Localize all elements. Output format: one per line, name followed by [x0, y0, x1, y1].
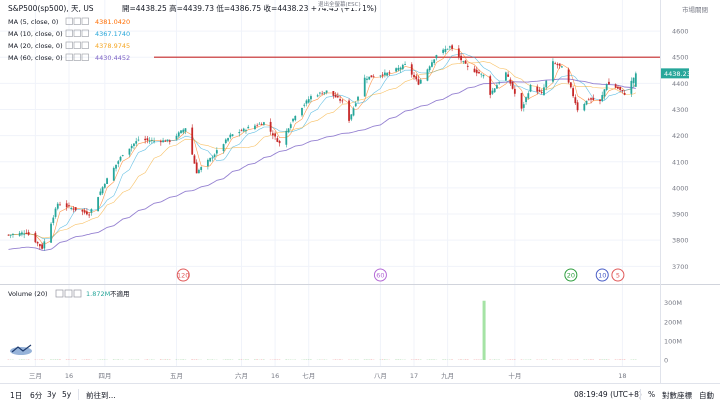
candle-up [285, 128, 287, 147]
svg-text:4438.23: 4438.23 [664, 70, 691, 78]
svg-text:20: 20 [567, 272, 575, 280]
x-tick-label: 八月 [374, 372, 387, 380]
indicator-label: MA (5, close, 0) [8, 18, 58, 26]
x-tick-label: 17 [410, 372, 418, 380]
last-price-tag: 4438.23 [661, 68, 691, 78]
candle-down [489, 75, 491, 99]
auto-scale-toggle[interactable]: 自動 [699, 390, 714, 401]
candle-down [194, 154, 196, 164]
event-marker-10: 10 [596, 269, 608, 281]
y-tick-label: 3900 [672, 211, 689, 219]
range-5y-button[interactable]: 5y [62, 390, 71, 399]
candle-down [371, 75, 373, 77]
x-tick-label: 九月 [441, 371, 454, 380]
candle-up [427, 68, 429, 81]
x-tick-label: 十月 [508, 371, 521, 380]
volume-tick-label: 300M [664, 299, 682, 307]
y-tick-label: 4300 [672, 106, 689, 114]
candle-up [113, 166, 115, 181]
candle-down [512, 81, 514, 89]
range-1d-button[interactable]: 1日 [10, 390, 22, 401]
candle-up [505, 72, 507, 81]
indicator-value: 4378.9745 [95, 42, 130, 50]
x-tick-label: 三月 [29, 372, 42, 380]
y-tick-label: 4600 [672, 28, 689, 36]
y-tick-label: 3800 [672, 237, 689, 245]
symbol-title: S&P500(sp500), 天, US [8, 4, 94, 13]
x-tick-label: 五月 [170, 372, 183, 380]
candle-down [34, 231, 36, 243]
x-tick-label: 16 [271, 372, 279, 380]
svg-text:60: 60 [376, 272, 384, 280]
indicator-value: 4367.1740 [95, 30, 130, 38]
y-tick-label: 4200 [672, 132, 689, 140]
event-marker-120: 120 [177, 269, 189, 281]
indicator-value: 4430.4452 [95, 54, 130, 62]
log-scale-toggle[interactable]: 對數座標 [662, 390, 692, 401]
candle-up [530, 84, 532, 92]
event-marker-5: 5 [612, 269, 624, 281]
volume-spike-bar [483, 301, 486, 360]
x-tick-label: 四月 [98, 372, 111, 380]
svg-text:5: 5 [616, 272, 620, 280]
range-6m-button[interactable]: 6分 [30, 390, 42, 401]
candle-up [97, 197, 99, 212]
indicator-label: MA (60, close, 0) [8, 54, 63, 62]
volume-label: Volume (20) [8, 290, 48, 298]
indicator-value: 4381.0420 [95, 18, 130, 26]
candle-up [364, 75, 366, 97]
volume-tick-label: 100M [664, 337, 682, 345]
event-marker-20: 20 [565, 269, 577, 281]
svg-text:10: 10 [598, 272, 606, 280]
volume-tick-label: 0 [664, 357, 668, 365]
candle-up [50, 222, 52, 243]
candle-up [635, 72, 637, 87]
y-tick-label: 4400 [672, 80, 689, 88]
candle-down [521, 93, 523, 112]
event-marker-60: 60 [374, 269, 386, 281]
y-tick-label: 4500 [672, 54, 689, 62]
y-tick-label: 4000 [672, 184, 689, 192]
volume-value: 1.872M [86, 290, 110, 298]
y-tick-label: 4100 [672, 158, 689, 166]
y-tick-label: 3700 [672, 263, 689, 271]
candle-down [348, 98, 350, 123]
volume-status: 不適用 [110, 289, 130, 298]
range-3y-button[interactable]: 3y [47, 390, 56, 399]
x-tick-label: 六月 [235, 371, 248, 380]
indicator-label: MA (10, close, 0) [8, 30, 63, 38]
candle-up [494, 88, 496, 93]
x-tick-label: 七月 [302, 371, 315, 380]
x-tick-label: 16 [65, 372, 73, 380]
candle-up [106, 178, 108, 184]
percent-toggle[interactable]: % [648, 390, 655, 399]
indicator-label: MA (20, close, 0) [8, 42, 63, 50]
chart-canvas[interactable]: 120 60 20 10 5 3700 3800 3900 4000 4100 4200 4300 4… [0, 0, 720, 383]
candle-down [568, 68, 570, 84]
exit-fullscreen-hint[interactable]: 退出全螢幕(ESC) [316, 0, 363, 8]
goto-date-button[interactable]: 前往到... [86, 390, 116, 401]
svg-text:120: 120 [177, 272, 189, 280]
candle-down [191, 124, 193, 155]
market-status: 市場關閉 [682, 4, 708, 14]
candle-up [552, 58, 554, 83]
bottom-toolbar: 1日 6分 3y 5y 前往到... 08:19:49 (UTC+8) % 對數… [0, 383, 720, 406]
x-tick-label: 18 [618, 372, 626, 380]
clock-readout[interactable]: 08:19:49 (UTC+8) [574, 390, 642, 399]
volume-tick-label: 200M [664, 318, 682, 326]
